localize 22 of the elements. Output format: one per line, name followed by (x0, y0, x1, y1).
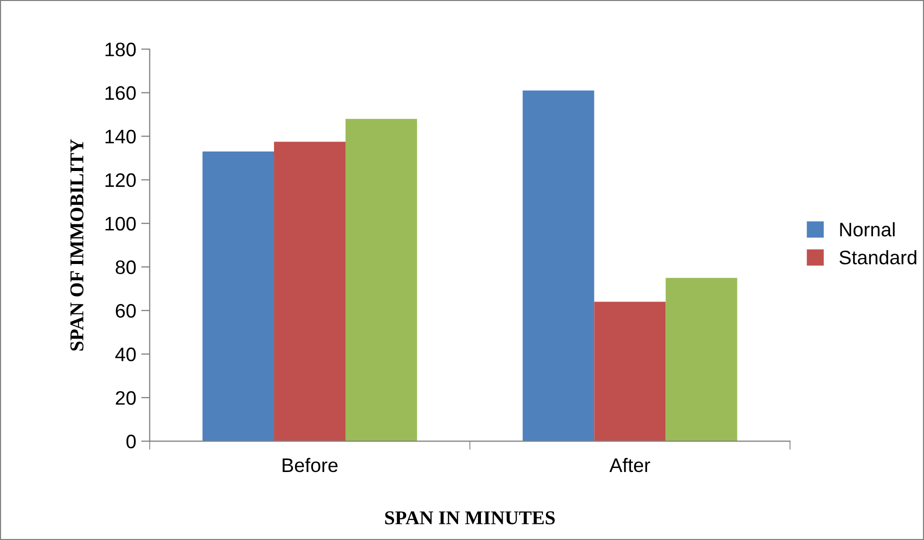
x-tick-label: After (609, 458, 650, 472)
bar (274, 142, 346, 442)
bar (346, 118, 418, 442)
legend-label: Standard (840, 250, 916, 264)
bar (522, 90, 594, 442)
bar (666, 278, 738, 442)
x-axis-title: SPAN IN MINUTES (385, 511, 555, 524)
legend-label: Nornal (840, 222, 895, 236)
y-tick-label: 140 (106, 130, 136, 144)
x-tick-label: Before (282, 458, 338, 472)
y-tick-label: 80 (116, 260, 136, 274)
y-axis-title: SPAN OF IMMOBILITY (70, 139, 84, 351)
y-tick-label: 0 (126, 434, 136, 448)
y-tick-label: 40 (115, 348, 136, 362)
y-tick-label: 100 (106, 216, 136, 231)
y-tick-label: 160 (106, 86, 136, 100)
y-tick-label: 120 (106, 173, 136, 188)
bar (594, 302, 666, 442)
y-tick-label: 180 (106, 42, 136, 56)
bar (202, 152, 274, 442)
y-tick-label: 60 (116, 304, 136, 318)
y-tick-label: 20 (116, 391, 136, 405)
